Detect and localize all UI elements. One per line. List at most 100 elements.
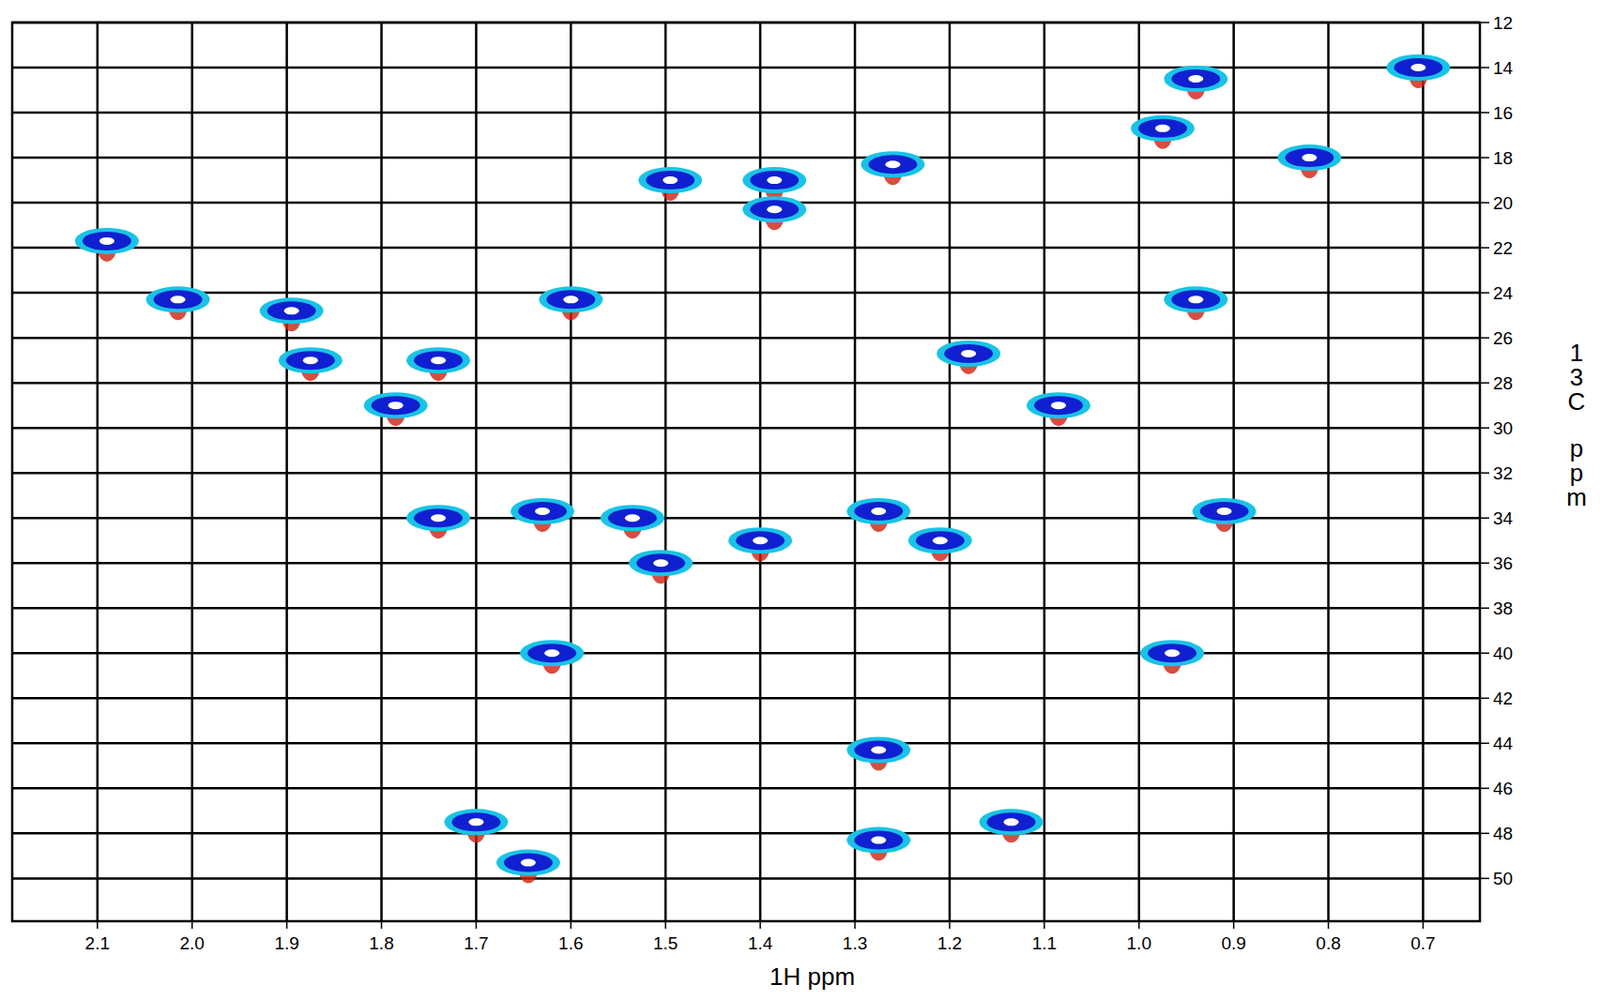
x-tick-label: 0.9 xyxy=(1220,933,1246,954)
y-tick-label: 24 xyxy=(1493,283,1514,304)
y-tick-label: 22 xyxy=(1493,238,1513,259)
y-tick-label: 30 xyxy=(1493,418,1513,439)
peak-center xyxy=(653,559,669,567)
peak-center xyxy=(534,507,550,516)
y-tick xyxy=(1479,653,1490,656)
peak-outer xyxy=(364,392,428,419)
peak xyxy=(979,808,1044,843)
y-tick-label: 48 xyxy=(1493,823,1513,844)
y-tick-label: 40 xyxy=(1493,643,1513,664)
x-tick xyxy=(759,921,762,930)
peak-core xyxy=(267,301,317,320)
peak-center xyxy=(1051,401,1067,410)
peak-core xyxy=(503,853,553,873)
x-tick-label: 0.7 xyxy=(1410,933,1435,954)
x-tick-label: 2.1 xyxy=(85,933,110,954)
x-tick xyxy=(664,921,667,930)
x-tick xyxy=(96,921,99,930)
peak-outer xyxy=(638,167,702,194)
peak-center xyxy=(1155,124,1171,133)
peak-core xyxy=(645,170,695,190)
x-tick-label: 1.8 xyxy=(368,933,394,954)
peak-outer xyxy=(443,808,508,836)
peak-core xyxy=(853,502,903,521)
peak-outer xyxy=(860,151,925,178)
peak-outer xyxy=(1026,392,1091,419)
peak xyxy=(908,527,973,562)
x-tick xyxy=(286,921,289,930)
x-tick-label: 1.5 xyxy=(653,933,678,954)
y-tick xyxy=(1479,201,1490,204)
x-tick xyxy=(1233,921,1235,930)
peak-outer xyxy=(510,498,575,525)
peak-outer xyxy=(1140,640,1204,667)
peak-center xyxy=(1217,507,1233,516)
y-tick xyxy=(1479,743,1490,746)
peak-outer xyxy=(846,827,911,854)
peak-core xyxy=(518,502,567,521)
peak xyxy=(496,850,561,884)
y-tick xyxy=(1479,291,1490,294)
y-tick xyxy=(1479,21,1490,24)
peak xyxy=(146,286,211,320)
peak-center xyxy=(960,350,976,358)
y-tick-label: 32 xyxy=(1493,463,1513,484)
x-tick-label: 0.8 xyxy=(1315,933,1341,954)
peak-core xyxy=(153,289,203,309)
x-tick xyxy=(948,921,951,930)
peak-outer xyxy=(1277,144,1341,171)
x-tick-label: 1.1 xyxy=(1032,933,1057,954)
peak-center xyxy=(303,356,319,365)
peak-center xyxy=(870,837,886,845)
grid-line xyxy=(12,877,1480,881)
peak-center xyxy=(1301,153,1317,162)
x-tick xyxy=(380,921,383,930)
y-tick-label: 28 xyxy=(1493,373,1513,394)
peak-outer xyxy=(496,850,561,877)
chart: 2.12.01.91.81.71.61.51.41.31.21.11.00.90… xyxy=(0,0,1600,1000)
peak-core xyxy=(1171,69,1220,89)
peak-center xyxy=(99,237,115,245)
peak-outer xyxy=(908,527,973,554)
peak-center xyxy=(430,356,446,365)
peak xyxy=(75,228,139,262)
peak-outer xyxy=(600,504,665,532)
peak-center xyxy=(870,746,886,755)
peak-center xyxy=(430,514,446,522)
peak-core xyxy=(1138,119,1188,138)
peak-center xyxy=(1410,63,1426,72)
y-tick-label: 14 xyxy=(1493,58,1514,78)
peak-center xyxy=(388,401,404,410)
peak-outer xyxy=(846,737,911,764)
peak-center xyxy=(544,649,560,657)
x-tick-label: 1.9 xyxy=(274,933,299,954)
peak-center xyxy=(884,160,900,168)
peak-center xyxy=(1004,818,1020,826)
peak-center xyxy=(1164,649,1180,657)
peak-center xyxy=(563,295,579,304)
peak-outer xyxy=(278,347,343,374)
peak xyxy=(519,640,584,674)
x-tick-label: 1.0 xyxy=(1127,933,1152,954)
x-tick xyxy=(1043,921,1046,930)
peak-core xyxy=(546,289,595,309)
grid xyxy=(12,22,1480,922)
peak-outer xyxy=(742,167,807,194)
y-tick-label: 38 xyxy=(1493,598,1513,619)
y-tick xyxy=(1479,111,1490,114)
peak-core xyxy=(853,741,903,761)
y-axis-title: 13Cppm xyxy=(1566,338,1587,512)
grid-line xyxy=(12,562,1480,565)
x-tick-label: 1.6 xyxy=(558,933,583,954)
peak-center xyxy=(1188,295,1204,304)
y-tick xyxy=(1479,472,1490,474)
peak xyxy=(1026,392,1091,427)
peak-core xyxy=(608,508,657,528)
peak-outer xyxy=(628,549,693,577)
y-tick-label: 44 xyxy=(1493,733,1514,754)
peak-core xyxy=(286,350,336,370)
peak-outer xyxy=(846,498,911,525)
x-tick-label: 1.2 xyxy=(937,933,962,954)
grid-line xyxy=(12,472,1480,475)
peak xyxy=(628,549,693,584)
